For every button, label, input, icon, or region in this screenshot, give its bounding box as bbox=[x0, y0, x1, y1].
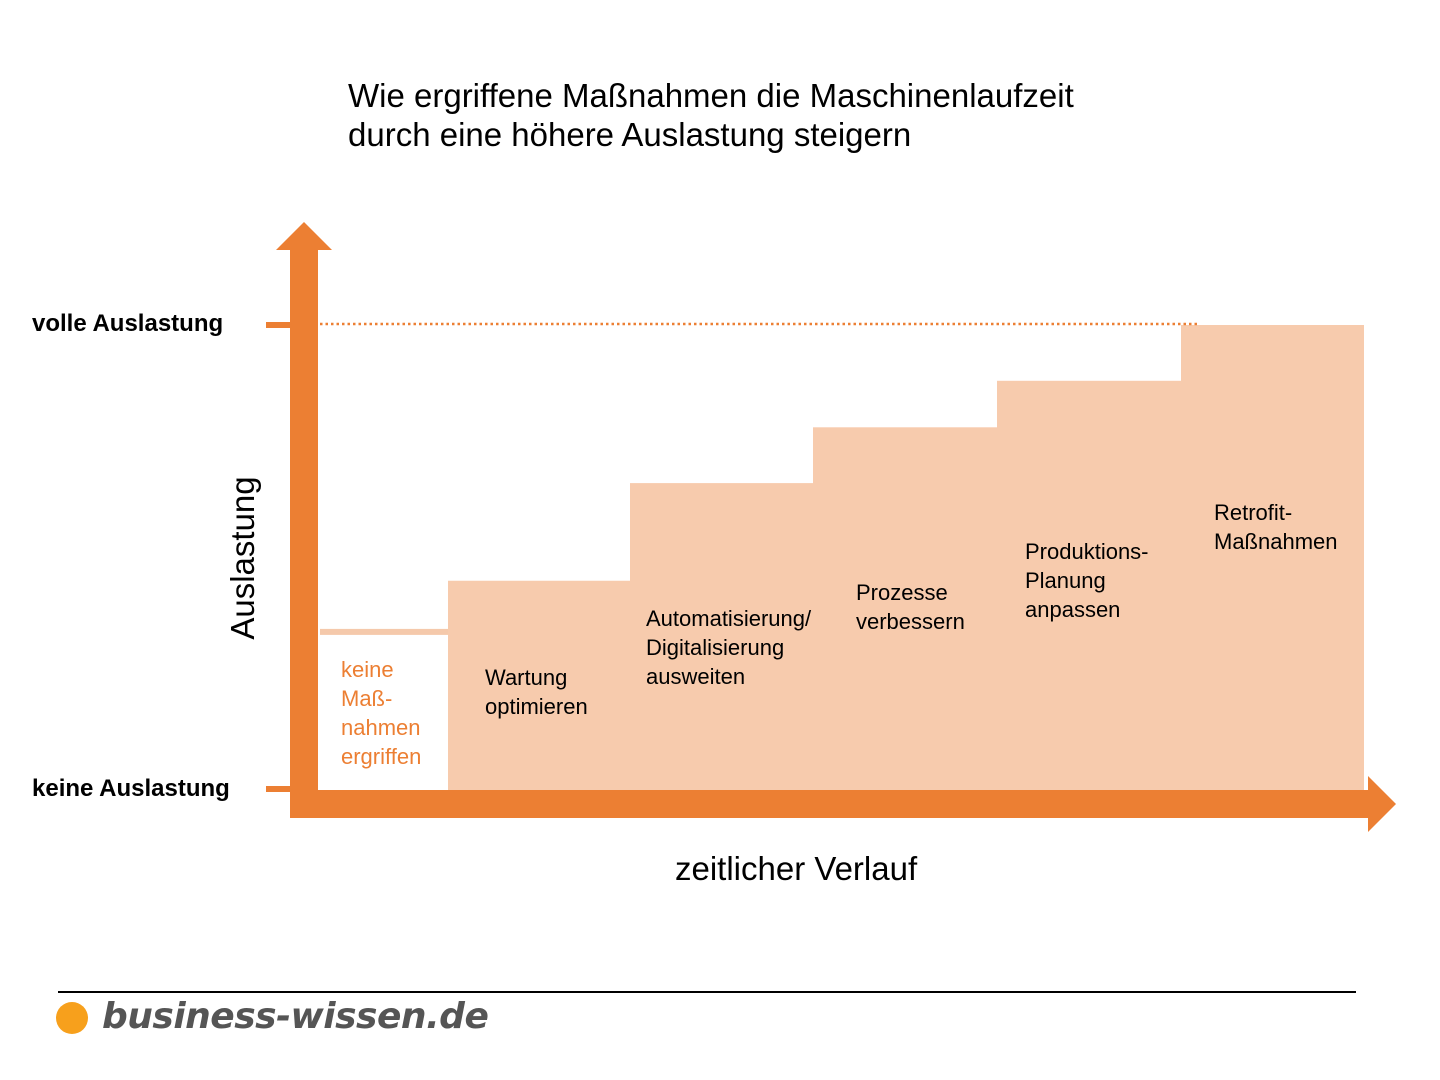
title-line-2: durch eine höhere Auslastung steigern bbox=[348, 116, 912, 153]
y-axis-title: Auslastung bbox=[224, 476, 261, 640]
diagram-title: Wie ergriffene Maßnahmen die Maschinenla… bbox=[348, 76, 1074, 154]
step-bar-5 bbox=[1181, 325, 1364, 790]
y-axis-arrow bbox=[276, 222, 332, 818]
brand-name: business-wissen.de bbox=[102, 996, 489, 1037]
title-line-1: Wie ergriffene Maßnahmen die Maschinenla… bbox=[348, 77, 1074, 114]
x-axis-arrow bbox=[290, 776, 1396, 832]
step-bar-1 bbox=[448, 580, 630, 790]
brand-dot-icon bbox=[56, 1002, 88, 1034]
step-label-maintenance: Wartung optimieren bbox=[485, 665, 588, 719]
step-label-automation: Automatisierung/ Digitalisierung ausweit… bbox=[646, 606, 812, 689]
step-label-no-measures: keine Maß- nahmen ergriffen bbox=[341, 657, 422, 769]
no-load-tick bbox=[266, 786, 292, 792]
steps-layer bbox=[320, 325, 1364, 790]
footer-divider bbox=[58, 991, 1356, 993]
step-bar-4 bbox=[997, 380, 1181, 790]
full-load-label: volle Auslastung bbox=[32, 310, 224, 337]
step-label-production-planning: Produktions- Planung anpassen bbox=[1025, 539, 1149, 622]
step-baseline-no-measures bbox=[320, 628, 448, 635]
full-load-tick bbox=[266, 322, 292, 328]
x-axis-title: zeitlicher Verlauf bbox=[675, 850, 918, 887]
step-label-retrofit: Retrofit- Maßnahmen bbox=[1214, 500, 1338, 554]
no-load-label: keine Auslastung bbox=[32, 775, 230, 802]
step-bar-2 bbox=[630, 483, 813, 790]
step-label-processes: Prozesse verbessern bbox=[856, 580, 965, 634]
step-bar-3 bbox=[813, 427, 997, 790]
